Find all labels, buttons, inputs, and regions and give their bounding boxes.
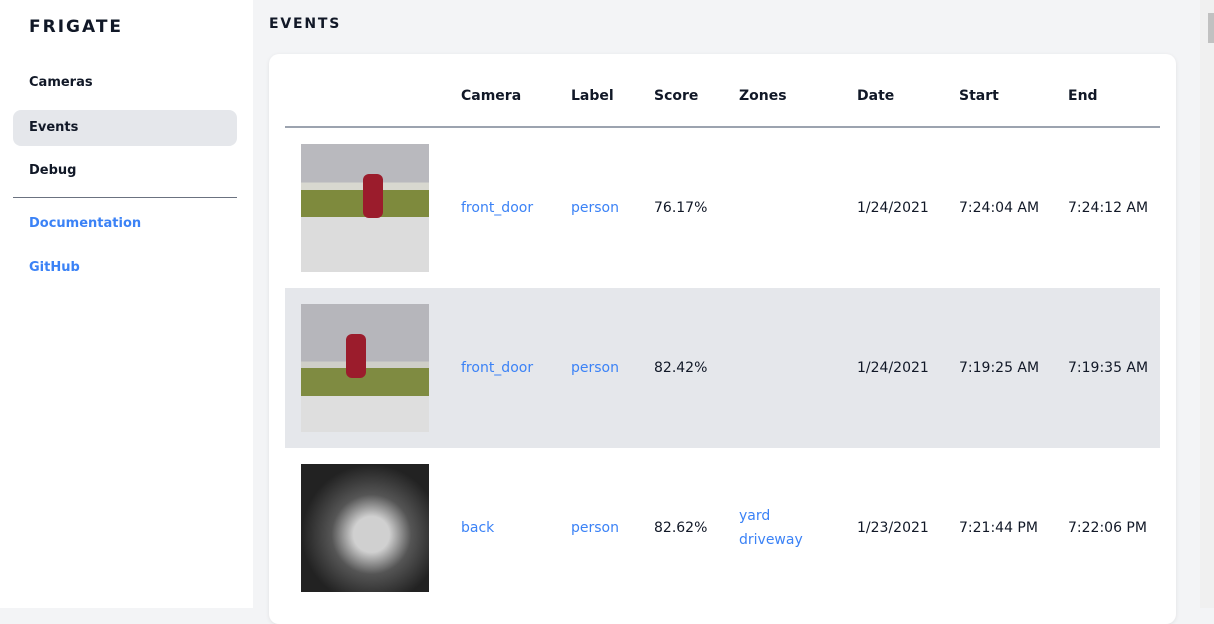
header-label: Label	[571, 88, 614, 104]
events-table: Camera Label Score Zones Date Start End …	[269, 54, 1176, 624]
camera-link[interactable]: front_door	[461, 200, 534, 216]
end-time: 7:24:12 AM	[1068, 200, 1149, 216]
event-thumbnail[interactable]	[301, 304, 429, 432]
scrollbar-thumb[interactable]	[1208, 13, 1214, 43]
header-divider	[285, 126, 1160, 128]
score: 76.17%	[654, 200, 708, 216]
event-thumbnail[interactable]	[301, 464, 429, 592]
start-time: 7:24:04 AM	[959, 200, 1040, 216]
zone-link[interactable]: driveway	[739, 532, 803, 548]
score: 82.62%	[654, 520, 708, 536]
camera-link[interactable]: front_door	[461, 360, 534, 376]
sidebar-divider	[13, 197, 237, 198]
end-time: 7:19:35 AM	[1068, 360, 1149, 376]
event-thumbnail[interactable]	[301, 144, 429, 272]
zones: yard driveway	[739, 448, 803, 608]
sidebar: FRIGATE Cameras Events Debug Documentati…	[0, 0, 253, 608]
camera-link[interactable]: back	[461, 520, 495, 536]
app-logo[interactable]: FRIGATE	[29, 17, 124, 37]
sidebar-item-events[interactable]: Events	[13, 110, 237, 146]
end-time: 7:22:06 PM	[1068, 520, 1147, 536]
header-score: Score	[654, 88, 699, 104]
table-row[interactable]: front_door person 76.17% 1/24/2021 7:24:…	[285, 128, 1160, 288]
date: 1/23/2021	[857, 520, 929, 536]
date: 1/24/2021	[857, 360, 929, 376]
header-start: Start	[959, 88, 999, 104]
page-title: EVENTS	[269, 16, 342, 32]
table-row[interactable]: front_door person 82.42% 1/24/2021 7:19:…	[285, 288, 1160, 448]
start-time: 7:19:25 AM	[959, 360, 1040, 376]
header-camera: Camera	[461, 88, 522, 104]
label-link[interactable]: person	[571, 200, 619, 216]
score: 82.42%	[654, 360, 708, 376]
label-link[interactable]: person	[571, 520, 619, 536]
label-link[interactable]: person	[571, 360, 619, 376]
scrollbar[interactable]	[1200, 0, 1214, 608]
table-row[interactable]: back person 82.62% yard driveway 1/23/20…	[285, 448, 1160, 608]
start-time: 7:21:44 PM	[959, 520, 1038, 536]
documentation-link[interactable]: Documentation	[29, 216, 142, 231]
header-end: End	[1068, 88, 1098, 104]
sidebar-item-debug[interactable]: Debug	[29, 163, 77, 178]
github-link[interactable]: GitHub	[29, 260, 80, 275]
date: 1/24/2021	[857, 200, 929, 216]
header-date: Date	[857, 88, 895, 104]
header-zones: Zones	[739, 88, 787, 104]
sidebar-item-cameras[interactable]: Cameras	[29, 75, 93, 90]
zone-link[interactable]: yard	[739, 508, 771, 524]
